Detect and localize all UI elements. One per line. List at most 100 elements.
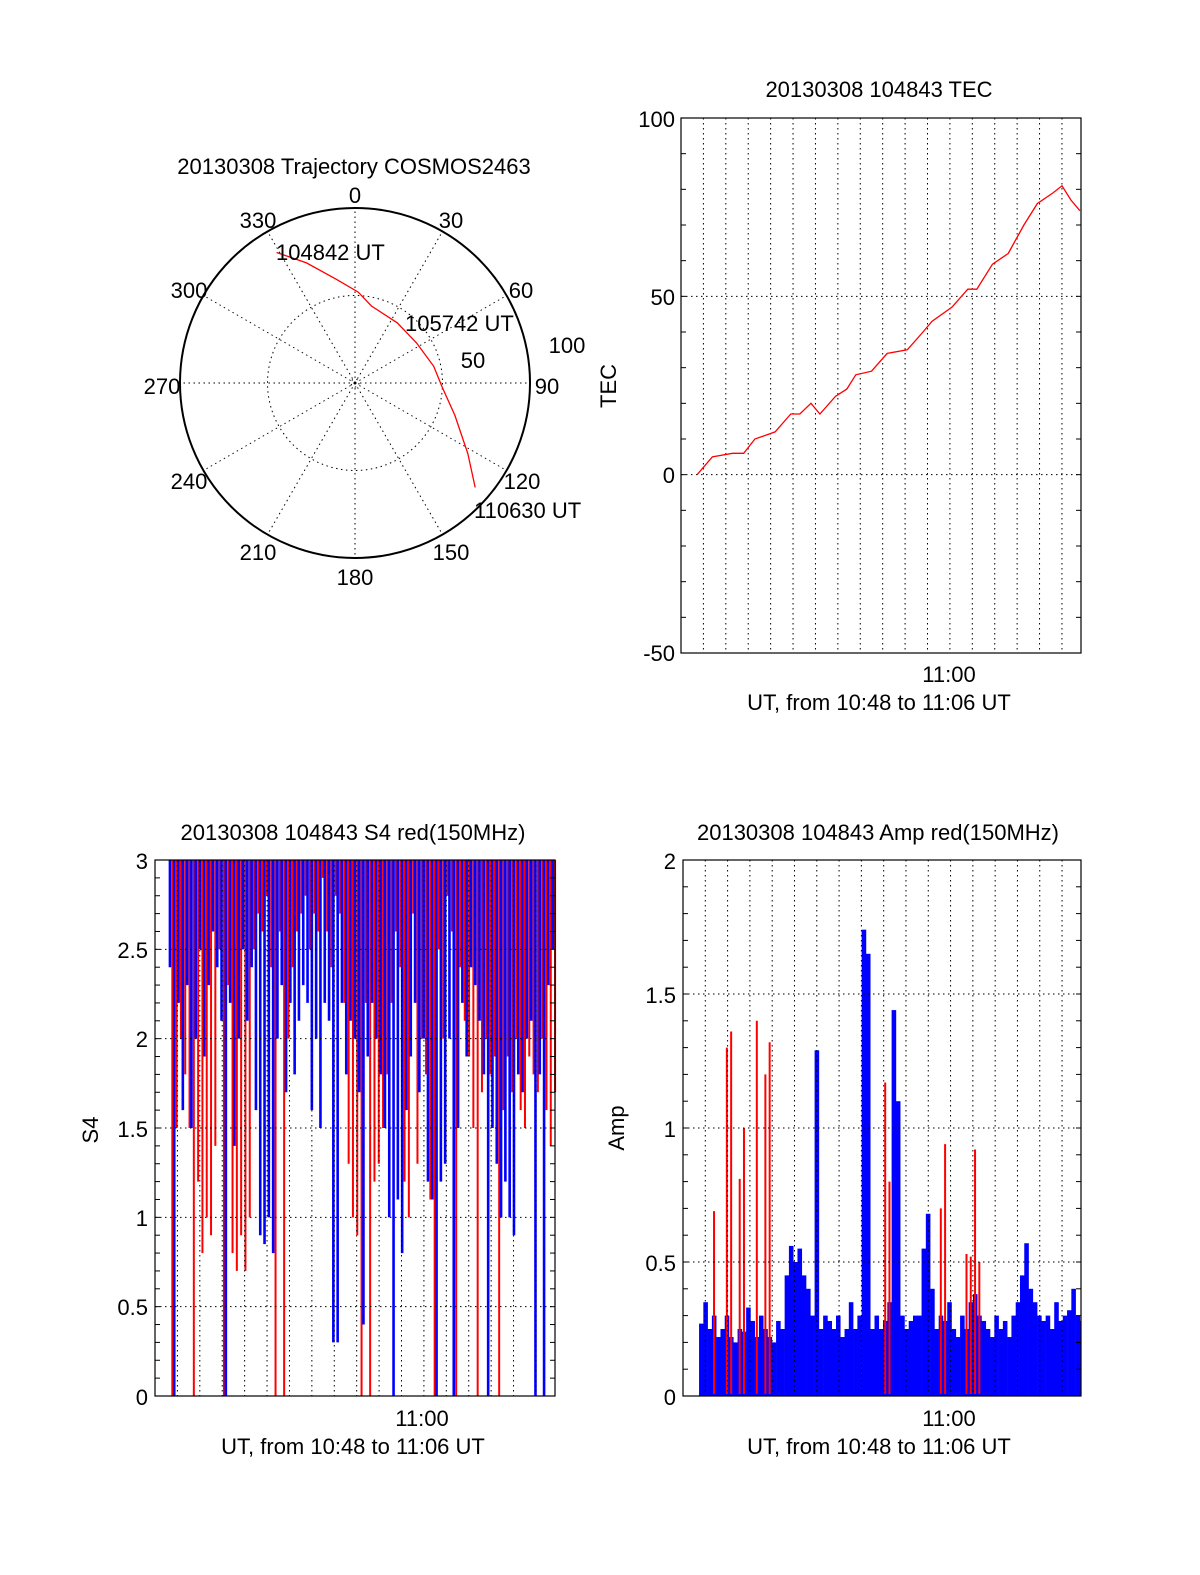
tec-ylabel: TEC bbox=[596, 364, 621, 408]
amp-blue-bar bbox=[990, 1337, 995, 1396]
amp-blue-bar bbox=[951, 1329, 957, 1396]
angle-label-120: 120 bbox=[504, 469, 541, 494]
amp-blue-bar bbox=[827, 1320, 833, 1396]
amp-blue-bar bbox=[814, 1050, 820, 1396]
amp-blue-bar bbox=[801, 1275, 807, 1396]
amp-blue-bar bbox=[1015, 1302, 1021, 1396]
amp-blue-bar bbox=[746, 1307, 751, 1396]
amp-plot: 20130308 104843 Amp red(150MHz) 2 1.5 1 … bbox=[604, 820, 1082, 1459]
amp-blue-bar bbox=[917, 1315, 922, 1396]
amp-blue-bar bbox=[707, 1329, 713, 1396]
amp-blue-bar bbox=[1041, 1320, 1046, 1396]
amp-ytick-1.5: 1.5 bbox=[645, 983, 676, 1008]
amp-blue-bar bbox=[776, 1320, 781, 1396]
s4-xtick-1100: 11:00 bbox=[395, 1406, 448, 1431]
annotation-mid-time: 105742 UT bbox=[405, 311, 514, 336]
amp-blue-bar bbox=[913, 1315, 918, 1396]
amp-blue-bar bbox=[934, 1329, 939, 1396]
s4-ytick-2.5: 2.5 bbox=[117, 938, 148, 963]
polar-spoke-240 bbox=[203, 382, 356, 471]
s4-xlabel: UT, from 10:48 to 11:06 UT bbox=[221, 1434, 485, 1459]
polar-grid bbox=[179, 207, 531, 559]
tec-plot: 20130308 104843 TEC 100 50 0 -50 11:00 U… bbox=[596, 77, 1082, 715]
s4-plot: 20130308 104843 S4 red(150MHz) 3 2.5 2 1… bbox=[78, 820, 557, 1459]
angle-label-300: 300 bbox=[171, 278, 208, 303]
amp-blue-bar bbox=[784, 1275, 790, 1396]
amp-blue-bar bbox=[771, 1342, 777, 1396]
amp-blue-bar bbox=[788, 1245, 794, 1396]
amp-blue-bar bbox=[900, 1315, 905, 1396]
amp-blue-bar bbox=[861, 929, 867, 1396]
amp-blue-bar bbox=[840, 1337, 845, 1396]
amp-blue-bar bbox=[750, 1320, 755, 1396]
polar-spoke-210 bbox=[267, 382, 356, 535]
amp-blue-bar bbox=[793, 1262, 798, 1396]
amp-blue-bar bbox=[818, 1329, 824, 1396]
amp-blue-bar bbox=[1062, 1315, 1068, 1396]
amp-blue-bar bbox=[1002, 1320, 1008, 1396]
amp-blue-bar bbox=[1028, 1288, 1034, 1396]
angle-label-30: 30 bbox=[439, 208, 463, 233]
amp-blue-bar bbox=[716, 1337, 721, 1396]
tec-ytick-minus50: -50 bbox=[643, 641, 675, 666]
amp-blue-bar bbox=[998, 1329, 1004, 1396]
polar-spoke-150 bbox=[354, 382, 443, 535]
amp-blue-bar bbox=[703, 1302, 708, 1396]
amp-blue-bar bbox=[985, 1329, 991, 1396]
amp-ytick-2: 2 bbox=[664, 849, 676, 874]
polar-center-circle bbox=[350, 378, 360, 388]
angle-label-60: 60 bbox=[509, 278, 533, 303]
amp-title: 20130308 104843 Amp red(150MHz) bbox=[697, 820, 1059, 845]
polar-spoke-330 bbox=[267, 231, 356, 384]
amp-blue-bar bbox=[699, 1323, 704, 1396]
amp-blue-bar bbox=[758, 1315, 764, 1396]
s4-ytick-0: 0 bbox=[136, 1385, 148, 1410]
polar-spoke-120 bbox=[354, 382, 507, 471]
amp-grid bbox=[682, 860, 1081, 1396]
s4-ytick-1: 1 bbox=[136, 1206, 148, 1231]
radial-label-100: 100 bbox=[549, 333, 586, 358]
amp-ytick-1: 1 bbox=[664, 1117, 676, 1142]
amp-blue-bar bbox=[810, 1315, 815, 1396]
amp-blue-bar bbox=[870, 1329, 875, 1396]
amp-blue-bar bbox=[853, 1329, 858, 1396]
annotation-end-time: 110630 UT bbox=[474, 498, 581, 523]
amp-blue-bar bbox=[925, 1213, 931, 1396]
polar-spoke-30 bbox=[354, 231, 443, 384]
s4-ylabel: S4 bbox=[78, 1117, 103, 1144]
tec-xtick-1100: 11:00 bbox=[922, 662, 975, 687]
amp-blue-bar bbox=[720, 1329, 726, 1396]
amp-blue-bar bbox=[1049, 1329, 1055, 1396]
amp-blue-bar bbox=[904, 1329, 910, 1396]
amp-blue-bar bbox=[835, 1315, 841, 1396]
polar-trajectory-plot: 20130308 Trajectory COSMOS2463 0 30 60 9… bbox=[144, 154, 586, 590]
amp-blue-bar bbox=[908, 1320, 914, 1396]
s4-series bbox=[168, 860, 557, 1396]
amp-blue-bar bbox=[806, 1288, 811, 1396]
amp-series bbox=[699, 929, 1081, 1396]
angle-label-270: 270 bbox=[144, 374, 181, 399]
amp-blue-bar bbox=[955, 1337, 961, 1396]
amp-blue-bar bbox=[1054, 1302, 1059, 1396]
amp-blue-bar bbox=[1011, 1315, 1017, 1396]
polar-title: 20130308 Trajectory COSMOS2463 bbox=[177, 154, 530, 179]
amp-blue-bar bbox=[895, 1101, 901, 1396]
amp-blue-bar bbox=[1075, 1315, 1081, 1396]
tec-xlabel: UT, from 10:48 to 11:06 UT bbox=[747, 690, 1011, 715]
amp-blue-bar bbox=[1024, 1243, 1029, 1396]
amp-blue-bar bbox=[831, 1329, 837, 1396]
angle-label-210: 210 bbox=[240, 540, 277, 565]
tec-axes-frame bbox=[680, 117, 1082, 654]
amp-blue-bar bbox=[981, 1320, 987, 1396]
s4-ytick-2: 2 bbox=[136, 1027, 148, 1052]
radial-label-50: 50 bbox=[461, 348, 485, 373]
tec-ytick-50: 50 bbox=[651, 285, 675, 310]
tec-ytick-0: 0 bbox=[663, 463, 675, 488]
amp-axes-frame bbox=[682, 859, 1082, 1397]
amp-blue-bar bbox=[1032, 1302, 1038, 1396]
amp-blue-bar bbox=[1045, 1315, 1051, 1396]
s4-ytick-1.5: 1.5 bbox=[117, 1117, 148, 1142]
angle-label-330: 330 bbox=[240, 208, 277, 233]
amp-blue-bar bbox=[1007, 1337, 1012, 1396]
